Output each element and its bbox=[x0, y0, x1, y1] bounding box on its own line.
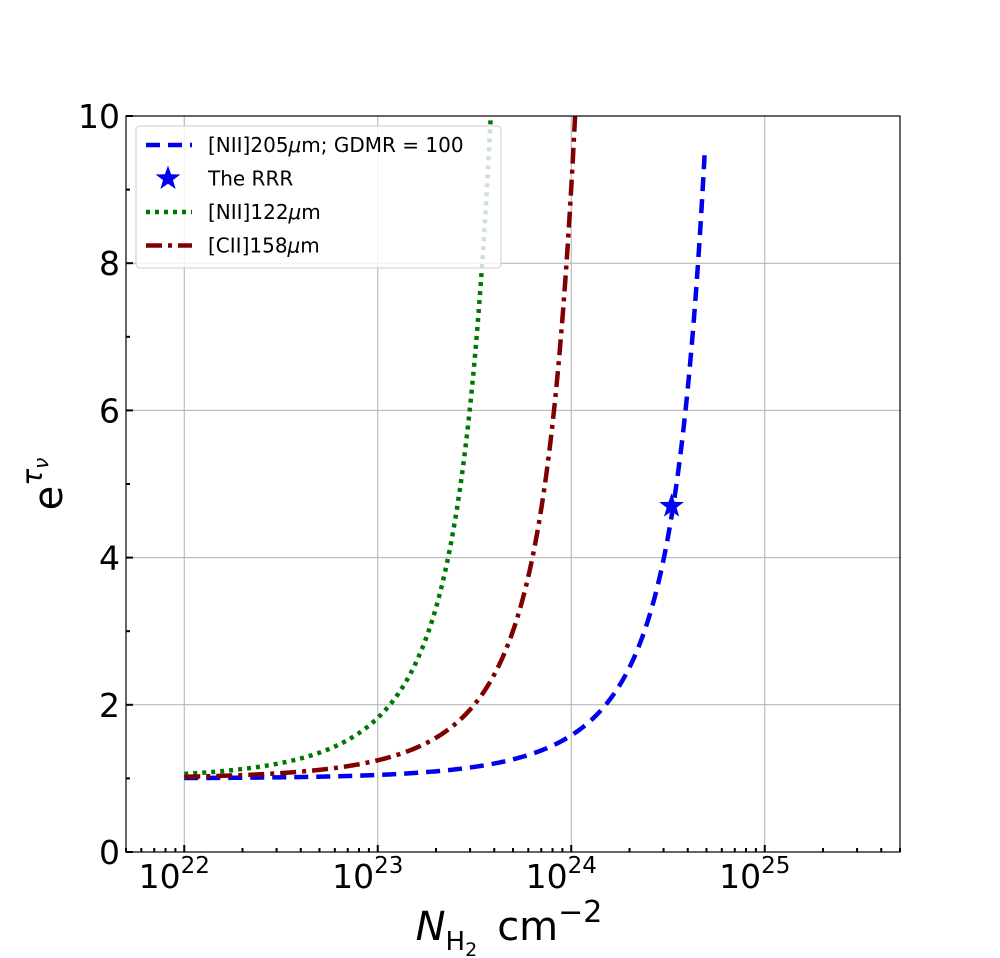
series-line bbox=[184, 116, 578, 780]
series-group bbox=[184, 116, 708, 781]
y-tick-label: 0 bbox=[99, 833, 120, 872]
star-marker bbox=[659, 493, 684, 517]
y-tick-label: 4 bbox=[99, 539, 120, 578]
y-tick-label: 6 bbox=[99, 391, 120, 430]
y-tick-label: 2 bbox=[99, 686, 120, 725]
x-tick-label: 1024 bbox=[526, 853, 597, 896]
legend-entry: The RRR bbox=[207, 167, 293, 191]
x-tick-label: 1023 bbox=[332, 853, 403, 896]
legend: [NII]205μm; GDMR = 100 The RRR [NII]122μm [… bbox=[135, 125, 502, 269]
y-tick-label: 10 bbox=[78, 97, 120, 136]
series-line bbox=[184, 116, 494, 777]
legend-entry: [CII]158μm bbox=[208, 234, 320, 258]
y-axis-label: eτν bbox=[16, 458, 72, 511]
legend-entry: [NII]205μm; GDMR = 100 bbox=[208, 133, 464, 157]
x-tick-label: 1025 bbox=[719, 853, 790, 896]
legend-box bbox=[135, 125, 502, 269]
x-tick-label: 1022 bbox=[139, 853, 210, 896]
axis-ticks: 1022 1023 1024 1025 0 2 4 6 8 10 bbox=[78, 97, 901, 896]
legend-star-swatch bbox=[155, 165, 181, 190]
y-tick-label: 8 bbox=[99, 244, 120, 283]
legend-entry: [NII]122μm bbox=[208, 200, 321, 224]
x-axis-label: NH2 cm−2 bbox=[416, 895, 603, 958]
plot-area bbox=[184, 116, 708, 781]
